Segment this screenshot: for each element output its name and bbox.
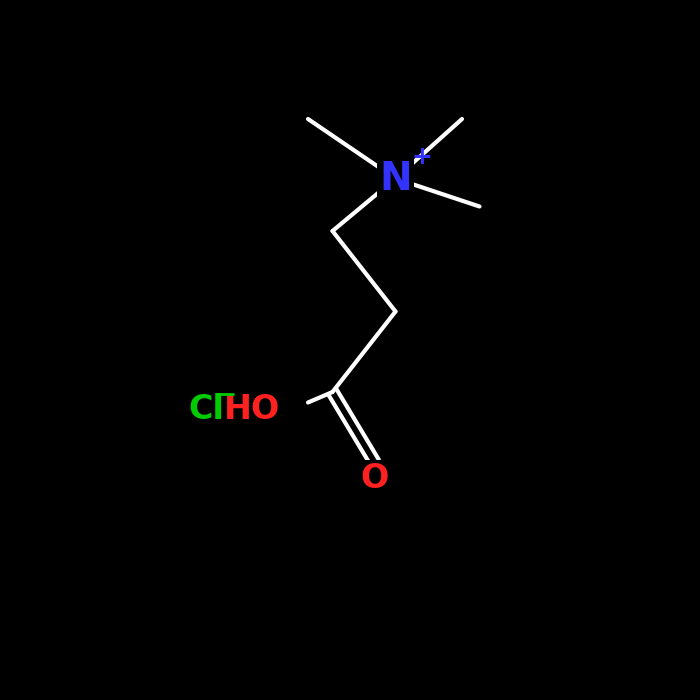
Text: HO: HO	[224, 393, 280, 426]
Text: +: +	[412, 146, 433, 169]
Text: O: O	[360, 462, 388, 495]
Text: Cl: Cl	[188, 393, 225, 426]
Text: N: N	[379, 160, 412, 197]
